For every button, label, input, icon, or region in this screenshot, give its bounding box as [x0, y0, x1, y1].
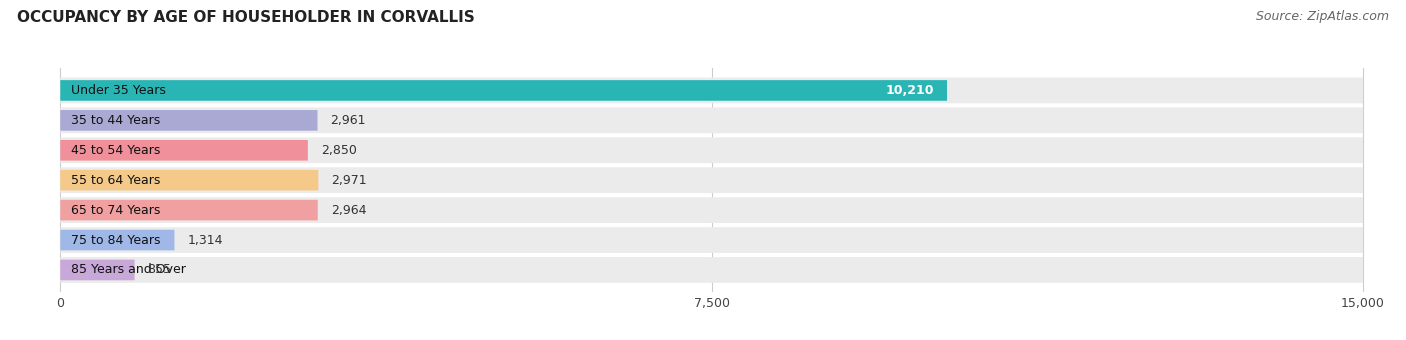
Text: 2,964: 2,964: [330, 204, 366, 217]
Text: 2,850: 2,850: [321, 144, 357, 157]
FancyBboxPatch shape: [60, 257, 1362, 283]
FancyBboxPatch shape: [60, 78, 1362, 103]
Text: 855: 855: [148, 264, 172, 276]
Text: Under 35 Years: Under 35 Years: [70, 84, 166, 97]
FancyBboxPatch shape: [60, 110, 318, 131]
FancyBboxPatch shape: [60, 167, 1362, 193]
FancyBboxPatch shape: [60, 230, 174, 250]
FancyBboxPatch shape: [60, 197, 1362, 223]
Text: 1,314: 1,314: [187, 234, 224, 246]
Text: 75 to 84 Years: 75 to 84 Years: [70, 234, 160, 246]
FancyBboxPatch shape: [60, 227, 1362, 253]
FancyBboxPatch shape: [60, 80, 948, 101]
Text: 65 to 74 Years: 65 to 74 Years: [70, 204, 160, 217]
Text: 2,971: 2,971: [332, 174, 367, 187]
Text: 2,961: 2,961: [330, 114, 366, 127]
Text: 45 to 54 Years: 45 to 54 Years: [70, 144, 160, 157]
FancyBboxPatch shape: [60, 137, 1362, 163]
FancyBboxPatch shape: [60, 107, 1362, 133]
Text: 85 Years and Over: 85 Years and Over: [70, 264, 186, 276]
Text: 35 to 44 Years: 35 to 44 Years: [70, 114, 160, 127]
FancyBboxPatch shape: [60, 170, 318, 190]
Text: OCCUPANCY BY AGE OF HOUSEHOLDER IN CORVALLIS: OCCUPANCY BY AGE OF HOUSEHOLDER IN CORVA…: [17, 10, 475, 25]
Text: Source: ZipAtlas.com: Source: ZipAtlas.com: [1256, 10, 1389, 23]
FancyBboxPatch shape: [60, 140, 308, 160]
Text: 55 to 64 Years: 55 to 64 Years: [70, 174, 160, 187]
FancyBboxPatch shape: [60, 260, 135, 280]
Text: 10,210: 10,210: [886, 84, 934, 97]
FancyBboxPatch shape: [60, 200, 318, 220]
